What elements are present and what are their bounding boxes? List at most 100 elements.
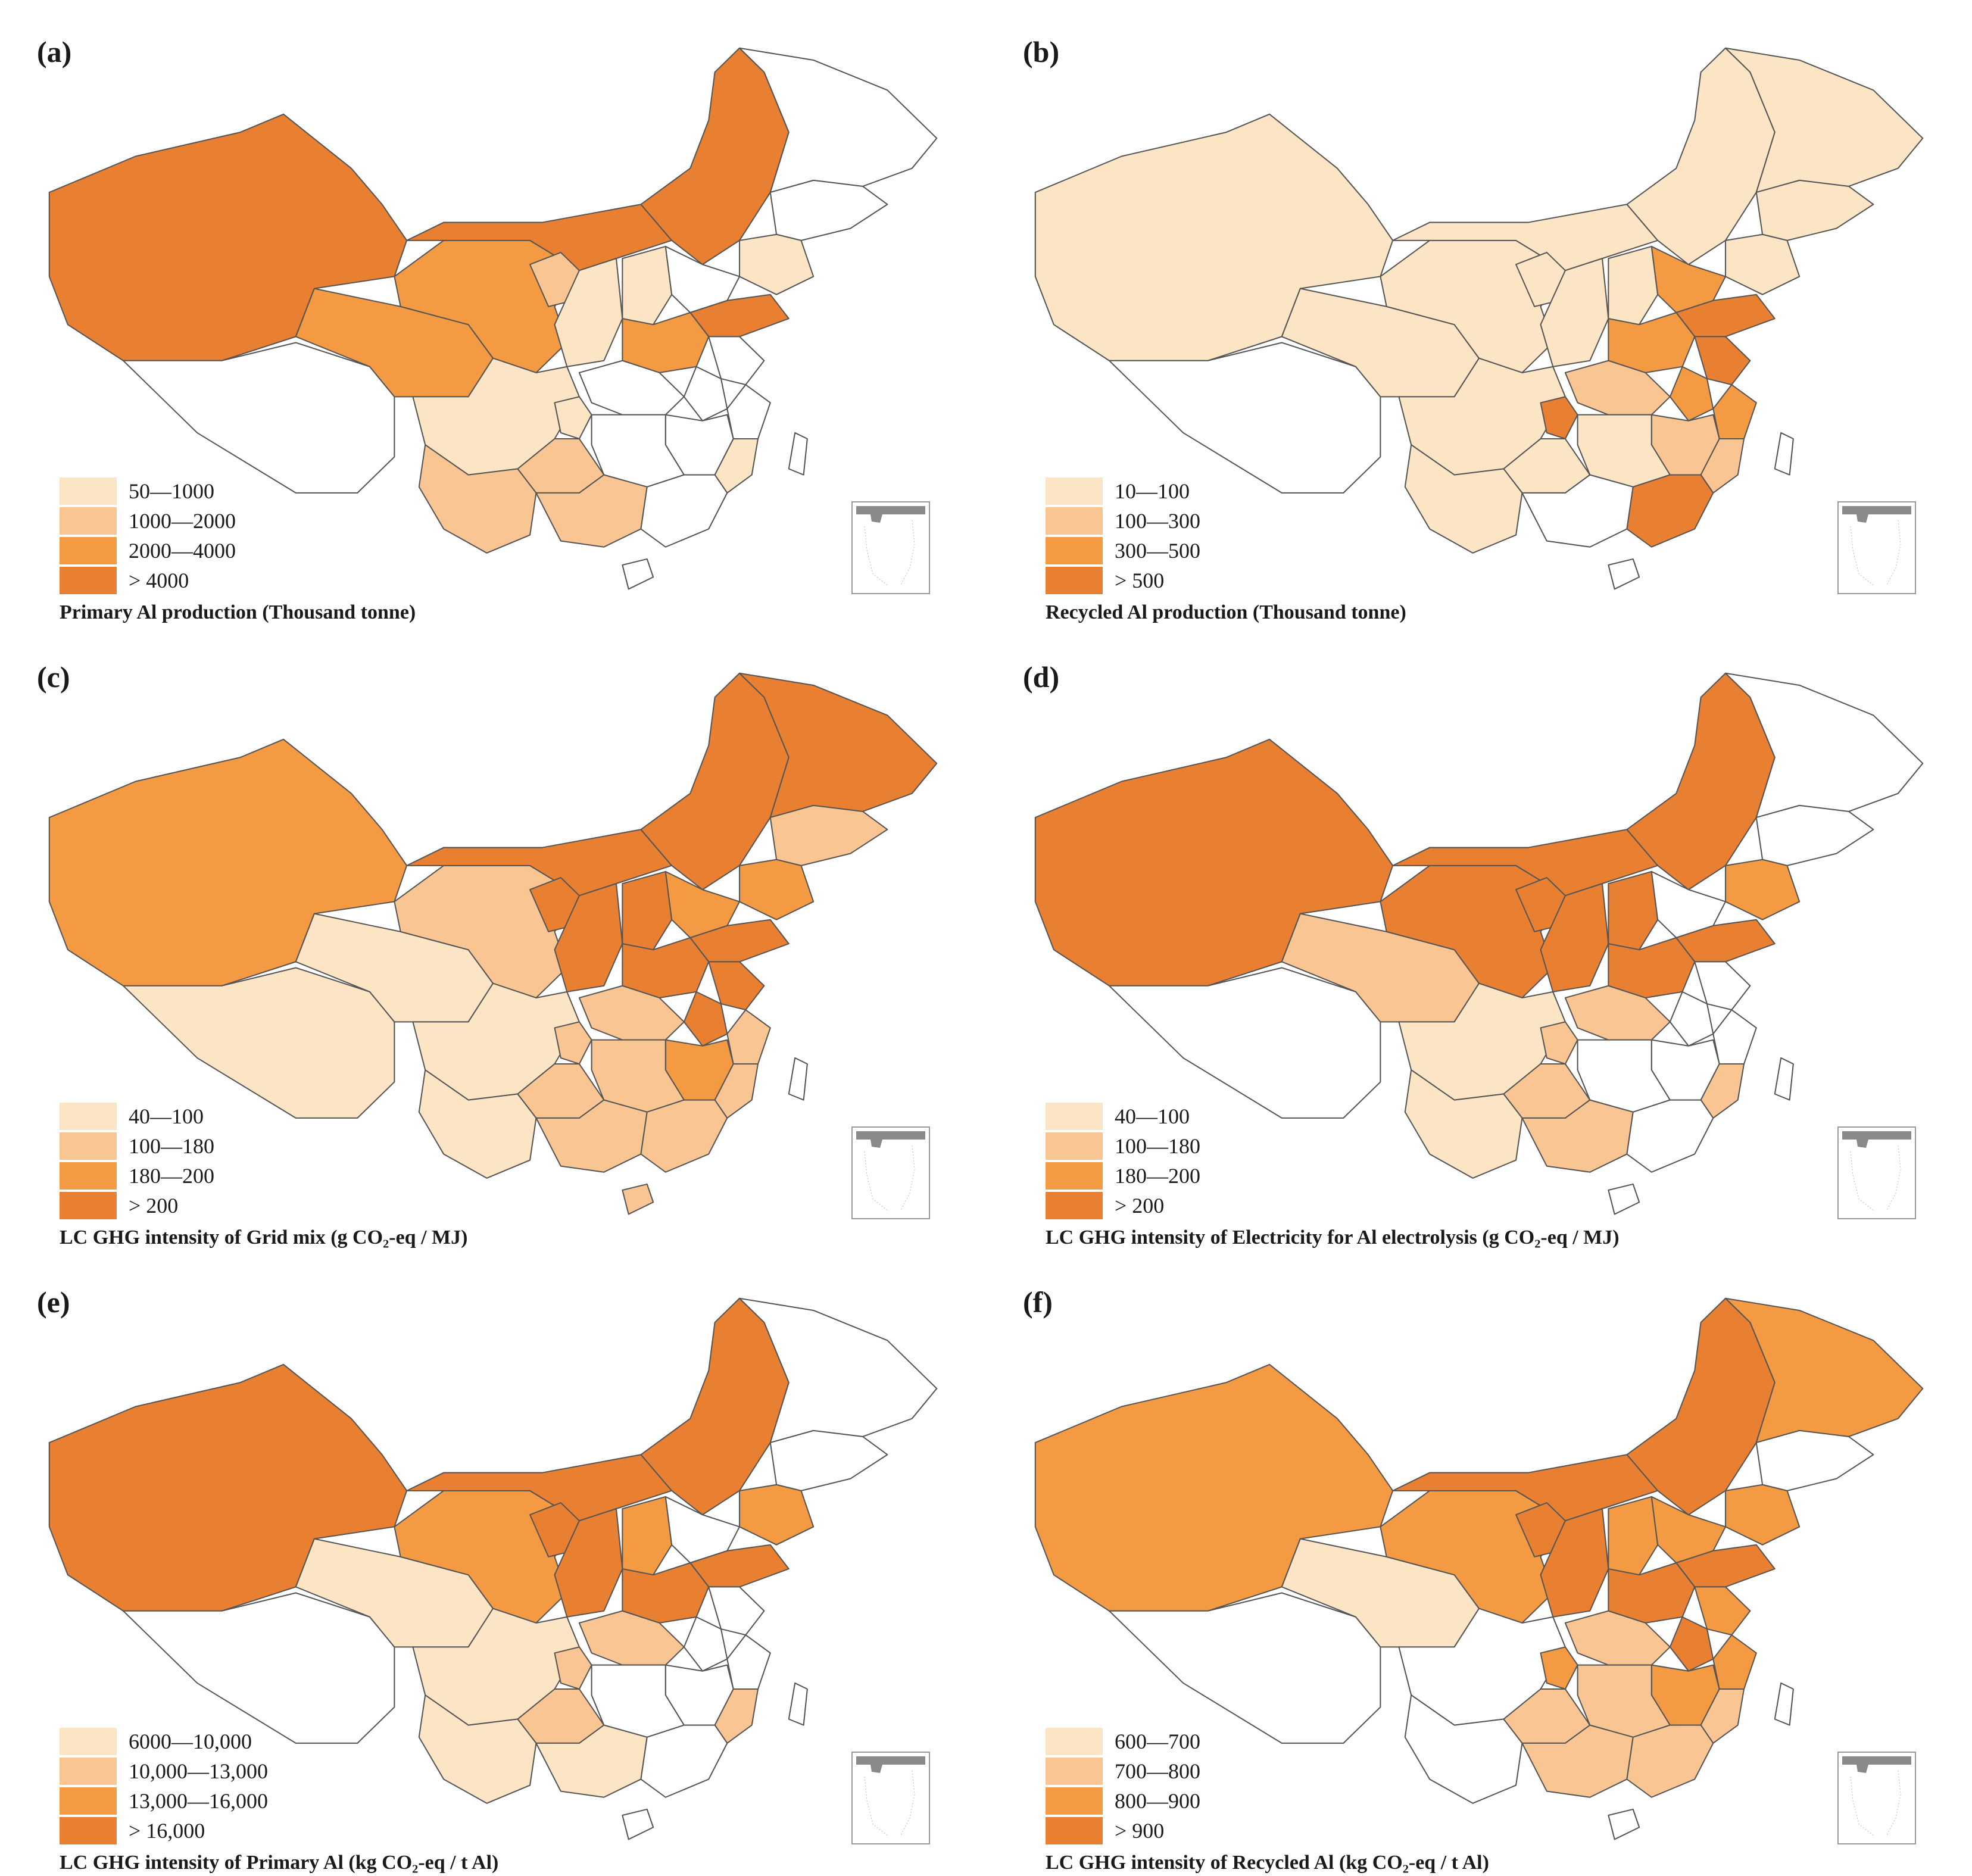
province-liaoning	[1724, 1484, 1801, 1546]
province-henan	[622, 937, 710, 998]
province-liaoning	[738, 1484, 815, 1546]
legend-swatch	[1046, 1817, 1103, 1844]
choropleth-map	[48, 1297, 938, 1840]
legend-label: 180—200	[1115, 1164, 1200, 1188]
legend: 40—100 100—180 180—200 > 200	[1046, 1101, 1200, 1221]
province-zhejiang	[726, 1634, 771, 1690]
legend-item: 10,000—13,000	[60, 1756, 268, 1786]
legend-item: 13,000—16,000	[60, 1786, 268, 1816]
inset-map	[1842, 506, 1911, 586]
province-jilin	[769, 1429, 888, 1491]
legend-item: 2000—4000	[60, 536, 236, 566]
inset-map	[856, 506, 925, 586]
province-shaanxi	[1540, 258, 1609, 367]
province-tibet	[122, 342, 395, 494]
legend-label: 10,000—13,000	[129, 1759, 268, 1783]
province-jiangsu	[1694, 1586, 1751, 1636]
legend-label: > 900	[1115, 1819, 1165, 1843]
legend-swatch	[1046, 1103, 1103, 1130]
legend-swatch	[1046, 567, 1103, 594]
province-jiangsu	[1694, 961, 1751, 1011]
panel-label: (f)	[1023, 1285, 1053, 1319]
legend-item: 100—180	[1046, 1131, 1200, 1161]
map-caption: LC GHG intensity of Primary Al (kg CO₂-e…	[60, 1852, 499, 1874]
province-anhui	[1669, 1616, 1714, 1672]
province-chongqing	[1540, 1646, 1578, 1690]
province-zhejiang	[726, 1009, 771, 1065]
panel-label: (a)	[37, 35, 72, 68]
legend-label: 10—100	[1115, 479, 1190, 503]
inset-map	[1842, 1131, 1911, 1212]
legend-label: 1000—2000	[129, 509, 236, 533]
province-hubei	[578, 985, 685, 1041]
legend-item: 800—900	[1046, 1786, 1200, 1816]
province-zhejiang	[1712, 384, 1757, 440]
province-henan	[622, 311, 710, 373]
legend-item: > 200	[60, 1191, 214, 1221]
province-zhejiang	[1712, 1634, 1757, 1690]
map-caption: Recycled Al production (Thousand tonne)	[1046, 601, 1406, 623]
province-chongqing	[1540, 1021, 1578, 1065]
province-shanxi	[622, 1496, 673, 1576]
legend-swatch	[60, 1132, 117, 1160]
province-liaoning	[1724, 233, 1801, 295]
south-china-sea-inset	[1837, 1752, 1916, 1844]
province-taiwan	[788, 1682, 808, 1726]
province-liaoning	[738, 233, 815, 295]
legend: 10—100 100—300 300—500 > 500	[1046, 476, 1200, 595]
province-hubei	[1564, 360, 1671, 416]
map-panel: (c) 40—100 100—180 180—200 > 200 LC GHG inten…	[0, 625, 986, 1250]
province-jiangsu	[708, 1586, 765, 1636]
legend: 600—700 700—800 800—900 > 900	[1046, 1727, 1200, 1846]
province-guangdong	[640, 1724, 728, 1798]
legend-label: 800—900	[1115, 1789, 1200, 1813]
province-hainan	[622, 1183, 654, 1215]
province-guangdong	[1626, 474, 1714, 548]
province-chongqing	[554, 1646, 592, 1690]
legend-label: > 200	[129, 1194, 179, 1218]
panel-label: (e)	[37, 1285, 70, 1319]
province-guangdong	[640, 474, 728, 548]
legend-swatch	[60, 1728, 117, 1755]
legend-label: 100—180	[1115, 1134, 1200, 1158]
province-tibet	[122, 1592, 395, 1744]
province-yunnan	[418, 444, 537, 554]
legend-swatch	[60, 507, 117, 535]
province-anhui	[1669, 366, 1714, 422]
province-guangdong	[640, 1099, 728, 1173]
province-liaoning	[1724, 859, 1801, 920]
legend-swatch	[1046, 1758, 1103, 1785]
province-chongqing	[1540, 396, 1578, 440]
province-zhejiang	[726, 384, 771, 440]
province-jilin	[1755, 1429, 1874, 1491]
legend-swatch	[1046, 1162, 1103, 1190]
legend-swatch	[1046, 507, 1103, 535]
map-panel: (e) 6000—10,000 10,000—13,000 13,000—16,000…	[0, 1250, 986, 1875]
province-yunnan	[1404, 1069, 1523, 1179]
legend-label: 300—500	[1115, 539, 1200, 563]
legend-label: 700—800	[1115, 1759, 1200, 1783]
legend-item: 600—700	[1046, 1727, 1200, 1756]
province-hainan	[622, 1808, 654, 1840]
province-anhui	[683, 366, 728, 422]
legend-label: 13,000—16,000	[129, 1789, 268, 1813]
map-panel: (d) 40—100 100—180 180—200 > 200 LC GHG inten…	[986, 625, 1972, 1250]
legend-label: 100—180	[129, 1134, 214, 1158]
legend-label: 40—100	[1115, 1104, 1190, 1128]
province-shanxi	[1608, 1496, 1659, 1576]
panel-label: (d)	[1023, 660, 1060, 694]
province-taiwan	[1774, 1682, 1794, 1726]
province-guangdong	[1626, 1724, 1714, 1798]
province-inner-mongolia-west	[406, 1454, 673, 1522]
province-tibet	[1108, 342, 1381, 494]
province-taiwan	[1774, 432, 1794, 476]
legend-item: > 900	[1046, 1816, 1200, 1846]
map-panel: (a) 50—1000 1000—2000 2000—4000 > 4000 Primar…	[0, 0, 986, 625]
legend-item: 180—200	[60, 1161, 214, 1191]
south-china-sea-inset	[1837, 501, 1916, 594]
province-shaanxi	[1540, 883, 1609, 992]
province-yunnan	[418, 1069, 537, 1179]
province-henan	[1608, 311, 1696, 373]
legend: 6000—10,000 10,000—13,000 13,000—16,000 > 1…	[60, 1727, 268, 1846]
province-jiangsu	[1694, 336, 1751, 386]
